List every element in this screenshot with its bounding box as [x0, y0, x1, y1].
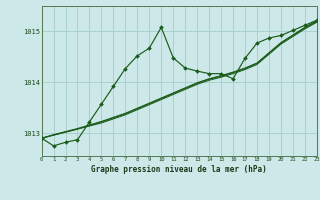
X-axis label: Graphe pression niveau de la mer (hPa): Graphe pression niveau de la mer (hPa) — [91, 165, 267, 174]
